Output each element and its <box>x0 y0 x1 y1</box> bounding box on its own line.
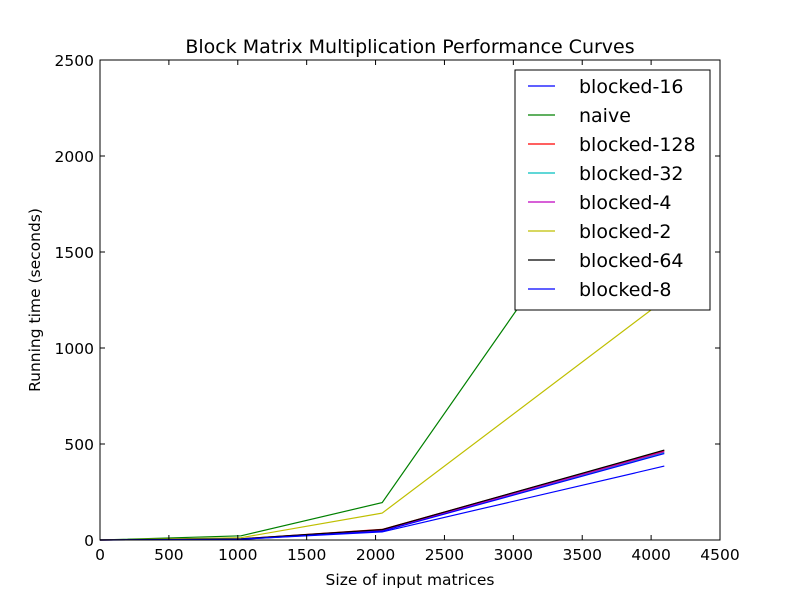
y-tick-label: 1000 <box>55 340 94 358</box>
x-tick-label: 4500 <box>700 546 739 564</box>
x-tick-label: 4000 <box>631 546 670 564</box>
legend-label: blocked-8 <box>579 279 671 301</box>
series-line-blocked-8 <box>99 453 665 541</box>
legend-label: blocked-32 <box>579 163 684 185</box>
series-line-blocked-2 <box>99 299 665 541</box>
x-tick-label: 2000 <box>356 546 395 564</box>
y-tick-label: 500 <box>64 436 94 454</box>
y-axis-label: Running time (seconds) <box>26 208 44 392</box>
x-axis-label: Size of input matrices <box>326 571 495 589</box>
y-tick-label: 2500 <box>55 52 94 70</box>
legend-label: blocked-128 <box>579 134 696 156</box>
y-tick-label: 2000 <box>55 148 94 166</box>
x-tick-label: 3000 <box>494 546 533 564</box>
legend: blocked-16 naive blocked-128 blocked-32 bloc… <box>514 69 711 311</box>
legend-box <box>514 69 711 311</box>
legend-label: naive <box>579 105 631 127</box>
series-line-blocked-32 <box>99 452 665 541</box>
series-line-blocked-128 <box>99 450 665 541</box>
x-tick-label: 500 <box>154 546 184 564</box>
y-tick-label: 0 <box>84 532 94 550</box>
x-tick-label: 1500 <box>287 546 326 564</box>
chart-title: Block Matrix Multiplication Performance … <box>185 36 634 58</box>
legend-label: blocked-2 <box>579 221 671 243</box>
legend-label: blocked-64 <box>579 250 684 272</box>
x-tick-label: 2500 <box>425 546 464 564</box>
axis-ticks: 0 500 1000 1500 2000 2500 3000 3500 4000 4500 0 500… <box>55 52 740 564</box>
series-line-blocked-64 <box>99 449 665 541</box>
legend-label: blocked-4 <box>579 192 671 214</box>
y-tick-label: 1500 <box>55 244 94 262</box>
series-line-blocked-4 <box>99 451 665 541</box>
x-tick-label: 1000 <box>218 546 257 564</box>
x-tick-label: 0 <box>95 546 105 564</box>
legend-label: blocked-16 <box>579 76 684 98</box>
x-tick-label: 3500 <box>562 546 601 564</box>
plot-frame <box>99 59 721 541</box>
